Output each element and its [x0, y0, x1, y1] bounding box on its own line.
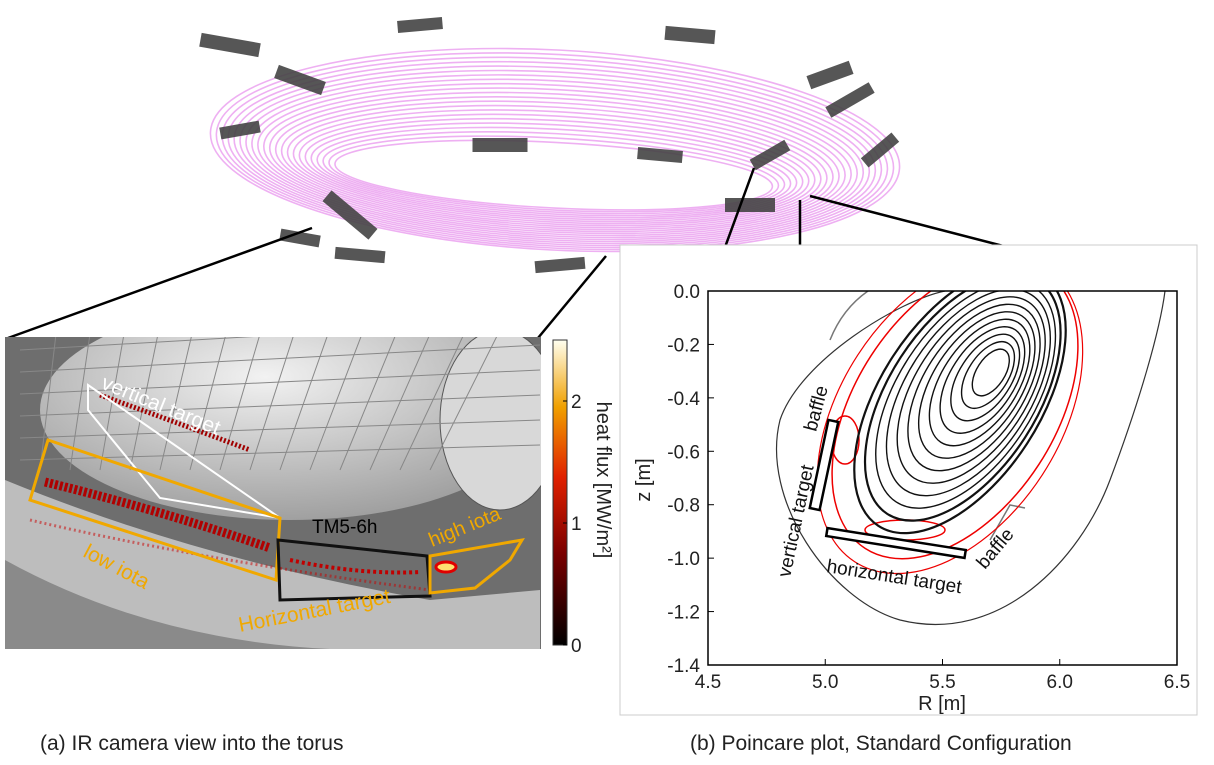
colorbar-label: heat flux [MW/m²] [592, 402, 614, 559]
tick-label: 2 [571, 392, 582, 413]
divertor-plate [473, 138, 528, 152]
y-tick-label: -1.4 [667, 656, 700, 677]
divertor-plate [199, 33, 261, 57]
annotation: TM5-6h [312, 517, 377, 538]
divertor-plate [725, 198, 775, 212]
y-tick-label: -0.2 [667, 335, 700, 356]
x-tick-label: 5.5 [929, 672, 955, 693]
tick-label: 1 [571, 514, 582, 535]
divertor-plate [664, 26, 715, 44]
caption: (b) Poincare plot, Standard Configuratio… [690, 732, 1072, 755]
y-tick-label: -0.6 [667, 442, 700, 463]
x-axis-label: R [m] [918, 693, 966, 715]
x-tick-label: 6.0 [1047, 672, 1073, 693]
y-tick-label: -1.2 [667, 603, 700, 624]
tick-label: 0 [571, 636, 582, 657]
y-tick-label: -1.0 [667, 549, 700, 570]
x-tick-label: 5.0 [812, 672, 838, 693]
y-tick-label: -0.8 [667, 496, 700, 517]
y-tick-label: 0.0 [674, 282, 700, 303]
figure: vertical target TM5-6h high iota low iot… [0, 0, 1214, 760]
caption: (a) IR camera view into the torus [40, 732, 343, 755]
ir-image: vertical target TM5-6h high iota low iot… [5, 300, 560, 649]
page: {"panel_a": {"annotations": {"vertical_t… [0, 0, 1214, 765]
divertor-plate [397, 17, 443, 33]
y-tick-label: -0.4 [667, 389, 700, 410]
colorbar [553, 340, 567, 645]
divertor-plate [535, 257, 586, 273]
divertor-plate [806, 61, 853, 90]
x-tick-label: 6.5 [1164, 672, 1190, 693]
y-axis-label: z [m] [633, 458, 655, 501]
divertor-plate [335, 247, 386, 263]
